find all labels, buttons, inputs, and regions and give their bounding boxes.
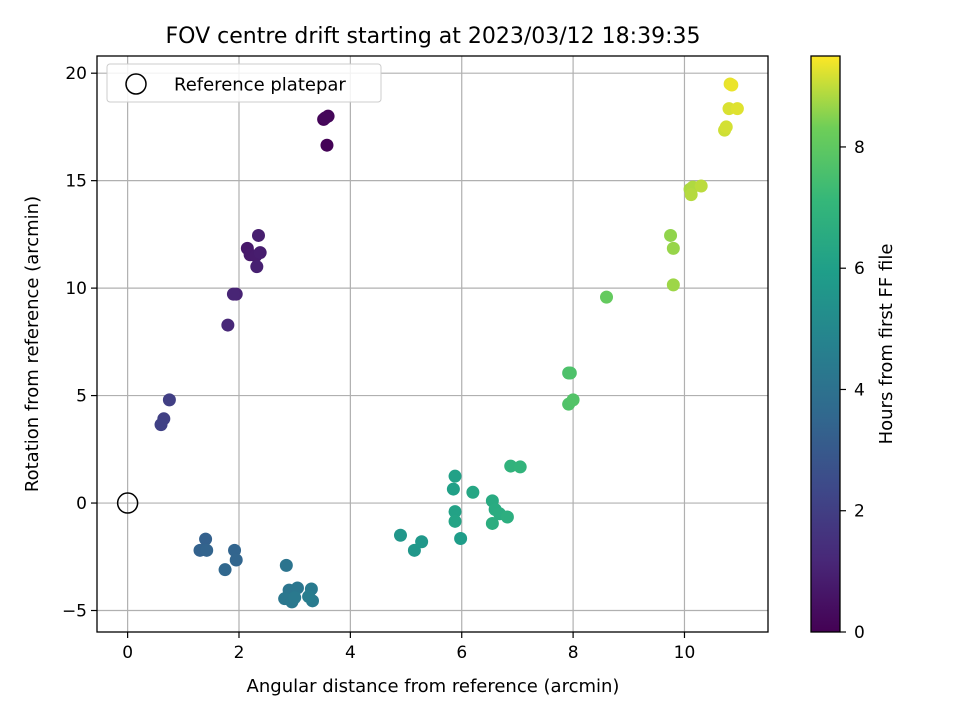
data-point <box>279 558 293 572</box>
data-point <box>485 516 499 530</box>
colorbar-ticks: 0 2 4 6 8 <box>840 138 865 643</box>
colorbar-tick-label: 2 <box>854 502 865 522</box>
data-point <box>218 563 232 577</box>
data-point <box>199 532 213 546</box>
data-point <box>288 591 302 605</box>
data-point <box>684 188 698 202</box>
data-point <box>200 543 214 557</box>
legend-label: Reference platepar <box>174 75 346 96</box>
data-point <box>302 590 316 604</box>
colorbar-gradient <box>811 56 840 632</box>
data-point <box>251 228 265 242</box>
y-tick-label: −5 <box>62 602 87 622</box>
legend-box <box>106 63 382 103</box>
data-point <box>513 460 527 474</box>
x-tick-label: 0 <box>122 643 133 663</box>
data-point <box>415 535 429 549</box>
chart-title: FOV centre drift starting at 2023/03/12 … <box>166 24 701 49</box>
data-point <box>253 246 267 260</box>
y-tick-label: 5 <box>76 387 87 407</box>
legend: Reference platepar <box>106 63 382 103</box>
data-point <box>664 228 678 242</box>
data-points <box>116 77 744 609</box>
data-point <box>320 138 334 152</box>
y-tick-label: 20 <box>65 64 87 84</box>
data-point <box>448 469 462 483</box>
legend-marker <box>125 73 147 95</box>
data-point <box>500 510 514 524</box>
data-point <box>448 514 462 528</box>
y-axis-label: Rotation from reference (arcmin) <box>22 196 43 492</box>
colorbar-tick-label: 0 <box>854 623 865 643</box>
data-point <box>454 532 468 546</box>
data-point <box>666 241 680 255</box>
x-tick-label: 4 <box>345 643 356 663</box>
colorbar-tick-label: 8 <box>854 138 865 158</box>
data-point <box>466 485 480 499</box>
data-point <box>694 179 708 193</box>
x-tick-label: 10 <box>674 643 696 663</box>
data-point <box>393 528 407 542</box>
data-point <box>504 459 518 473</box>
data-point <box>725 78 739 92</box>
data-point <box>448 505 462 519</box>
data-point <box>318 111 332 125</box>
x-tick-label: 8 <box>568 643 579 663</box>
axis-ticks: 0 2 4 6 8 10 −5 0 5 10 15 20 <box>62 64 695 663</box>
data-point <box>228 543 242 557</box>
data-point <box>229 553 243 567</box>
colorbar-label: Hours from first FF file <box>876 244 897 445</box>
y-tick-label: 0 <box>76 494 87 514</box>
data-point <box>162 393 176 407</box>
data-point <box>407 543 421 557</box>
colorbar-tick-label: 4 <box>854 380 865 400</box>
data-point <box>600 290 614 304</box>
data-point <box>226 287 240 301</box>
data-point <box>730 102 744 116</box>
data-point <box>154 418 168 432</box>
y-tick-label: 15 <box>65 172 87 192</box>
x-axis-label: Angular distance from reference (arcmin) <box>247 676 620 697</box>
x-tick-label: 6 <box>456 643 467 663</box>
data-point <box>250 260 264 274</box>
colorbar: 0 2 4 6 8 Hours from first FF file <box>810 55 897 643</box>
x-tick-label: 2 <box>234 643 245 663</box>
data-point <box>566 393 580 407</box>
data-point <box>446 482 460 496</box>
plot-frame <box>96 55 769 633</box>
reference-platepar-marker <box>116 492 139 514</box>
data-point <box>719 120 733 134</box>
colorbar-tick-label: 6 <box>854 259 865 279</box>
data-point <box>221 318 235 332</box>
colorbar-frame <box>810 55 841 633</box>
data-point <box>666 278 680 292</box>
y-tick-label: 10 <box>65 279 87 299</box>
data-point <box>563 366 577 380</box>
